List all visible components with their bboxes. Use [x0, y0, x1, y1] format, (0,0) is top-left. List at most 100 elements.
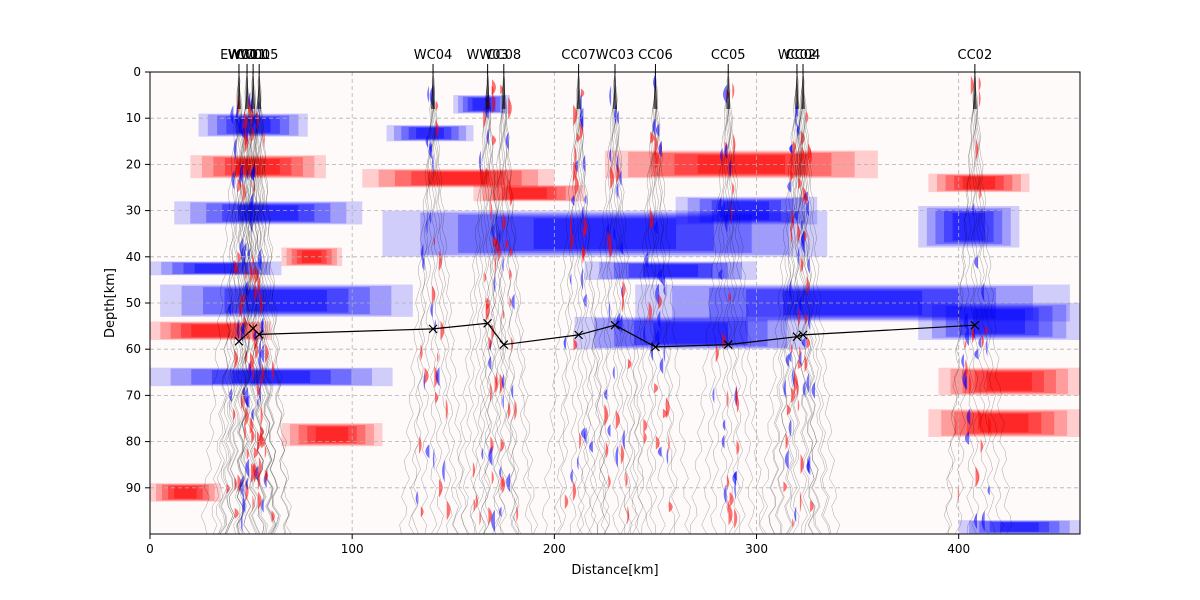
lobe-CC04-18: [807, 256, 810, 274]
lobe-CC02-19: [965, 327, 969, 346]
lobe-EW01-5: [233, 137, 237, 160]
blue-band-1-layer-2: [206, 203, 331, 223]
trace-WC04-7: [432, 72, 459, 534]
lobe-WC04-23: [432, 447, 435, 471]
red-band-8-layer-0: [938, 367, 1080, 396]
lobe-CC02-12: [978, 76, 981, 92]
spike-CC01: [251, 72, 256, 109]
lobe-WC03-24: [608, 300, 611, 321]
lobe-WW03-8: [472, 461, 476, 479]
lobe-WC01-33: [253, 180, 255, 195]
station-label-WC04: WC04: [414, 48, 452, 63]
lobe-WC02-16: [801, 337, 806, 348]
lobe-CC02-10: [978, 409, 982, 431]
lobe-CC07-15: [570, 214, 572, 236]
lobe-WC05-14: [260, 255, 262, 266]
red-band-1-layer-1: [378, 169, 539, 187]
lobe-CC06-22: [668, 434, 670, 454]
x-tick-label-100: 100: [341, 542, 364, 556]
blue-band-3-layer-0: [160, 284, 413, 317]
plot-area: [150, 72, 1080, 534]
lobe-CC01-13: [257, 248, 262, 272]
lobe-WC05-13: [257, 491, 262, 510]
lobe-CC07-6: [563, 336, 567, 350]
lobe-WC03-16: [603, 388, 608, 401]
red-band-1-layer-4: [427, 172, 490, 185]
moho-marker-3: [428, 324, 438, 334]
lobe-CC01-10: [246, 128, 248, 143]
lobe-WC04-2: [435, 391, 439, 404]
lobe-CC04-23: [806, 111, 809, 124]
lobe-WC04-10: [419, 436, 422, 455]
lobe-WC02-14: [784, 449, 789, 470]
lobe-WC01-32: [242, 182, 246, 203]
lobe-WC03-3: [616, 110, 619, 125]
lobe-CC02-25: [979, 188, 982, 200]
lobe-CC01-31: [252, 253, 254, 267]
blue-band-14-layer-2: [979, 521, 1060, 533]
lobe-CC07-2: [573, 338, 578, 351]
lobe-CC07-22: [583, 215, 588, 238]
lobe-CC04-22: [788, 419, 792, 437]
trace-WC03-4: [612, 72, 621, 534]
lobe-WC01-7: [257, 273, 261, 294]
lobe-CC06-13: [663, 285, 666, 296]
lobe-CC06-2: [658, 294, 663, 309]
lobe-WC03-22: [619, 170, 622, 187]
lobe-WC01-4: [256, 397, 259, 408]
lobe-CC06-24: [666, 447, 669, 466]
lobe-WC02-5: [797, 246, 800, 266]
moho-marker-11: [798, 330, 808, 340]
y-tick-label-50: 50: [126, 296, 141, 310]
lobe-WW03-11: [492, 92, 496, 114]
blue-band-9-layer-1: [594, 318, 788, 348]
x-tick-label-200: 200: [543, 542, 566, 556]
lobe-CC02-9: [985, 338, 988, 357]
spike-CC07: [576, 72, 581, 109]
lobe-CC08-21: [508, 402, 511, 420]
lobe-WC04-16: [435, 120, 440, 138]
station-label-WC01: WC01: [228, 48, 266, 63]
trace-WW03-8: [487, 72, 519, 534]
blue-band-7-layer-2: [613, 262, 728, 279]
lobe-EW01-14: [240, 244, 245, 266]
station-label-CC06: CC06: [638, 48, 673, 63]
trace-WW03-0: [452, 72, 488, 534]
lobe-WC03-11: [610, 166, 615, 190]
trace-CC04-5: [802, 72, 815, 534]
lobe-CC07-33: [571, 195, 575, 206]
lobe-CC04-27: [806, 372, 809, 394]
red-band-7-layer-4: [979, 413, 1029, 433]
red-band-4-layer-3: [180, 323, 241, 338]
lobe-CC05-25: [718, 269, 722, 280]
lobe-WW03-26: [475, 493, 478, 509]
lobe-WC03-23: [616, 182, 619, 199]
lobe-WW03-3: [484, 272, 487, 283]
lobe-CC02-31: [981, 334, 984, 349]
red-band-6-layer-2: [162, 484, 209, 501]
lobe-CC06-9: [668, 501, 673, 513]
blue-band-11-layer-0: [918, 205, 1020, 248]
red-band-2-layer-1: [482, 185, 576, 201]
lobe-WC01-20: [239, 162, 244, 184]
y-tick-label-70: 70: [126, 388, 141, 402]
lobe-CC05-7: [723, 483, 727, 505]
blue-band-9-layer-0: [574, 316, 808, 350]
lobe-WC05-2: [249, 417, 254, 435]
lobe-WC01-31: [238, 117, 242, 135]
blue-band-9-layer-4: [653, 322, 729, 344]
lobe-WC02-20: [785, 432, 789, 450]
lobe-CC04-6: [798, 295, 802, 313]
lobe-CC08-16: [502, 393, 504, 409]
lobe-CC01-32: [244, 209, 247, 222]
blue-band-5-layer-0: [386, 125, 474, 142]
lobe-WC04-18: [426, 218, 428, 235]
lobe-CC08-2: [511, 384, 514, 399]
lobe-WC05-23: [245, 394, 250, 409]
lobe-CC08-1: [493, 275, 496, 293]
lobe-WC04-11: [425, 134, 429, 148]
blue-band-4-layer-0: [150, 367, 393, 387]
lobe-WC04-14: [429, 211, 432, 225]
moho-marker-0: [234, 336, 244, 346]
lobe-CC07-0: [583, 293, 587, 308]
